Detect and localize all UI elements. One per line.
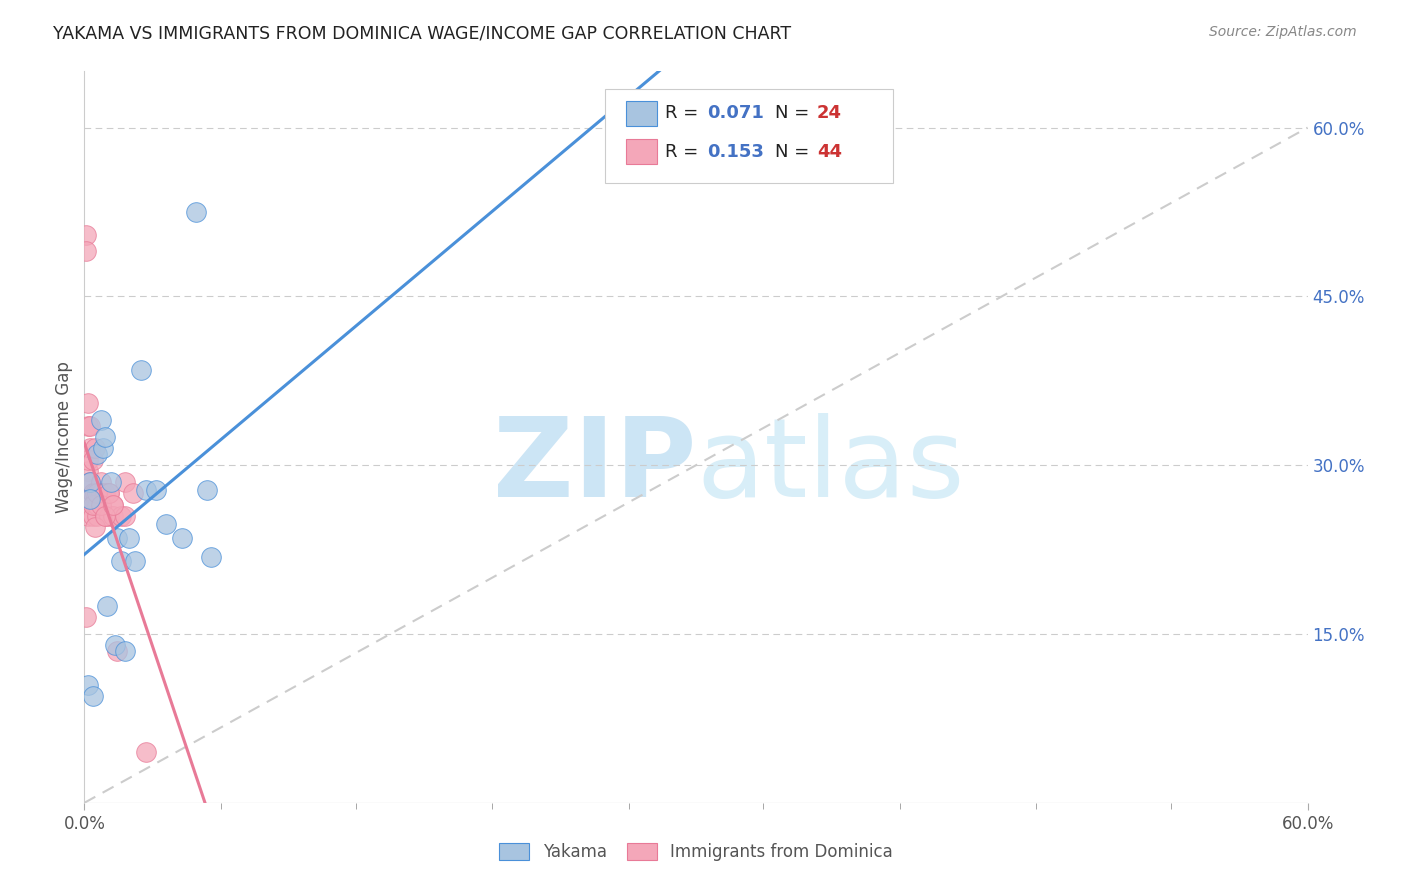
Point [104, 638, 127, 652]
Point [77, 464, 100, 478]
Point [75, 491, 97, 506]
Point [77, 452, 100, 467]
Point [91, 442, 114, 456]
Text: R =: R = [665, 104, 704, 122]
Point [100, 475, 122, 489]
Text: Source: ZipAtlas.com: Source: ZipAtlas.com [1209, 25, 1357, 39]
Point [114, 508, 136, 523]
Text: 24: 24 [817, 104, 842, 122]
Point [82, 498, 104, 512]
Point [86, 508, 108, 523]
Point [77, 418, 100, 433]
Point [124, 554, 146, 568]
Text: N =: N = [775, 143, 814, 161]
Point [110, 508, 132, 523]
Point [82, 486, 104, 500]
Point [83, 498, 105, 512]
Point [86, 447, 108, 461]
Point [90, 498, 112, 512]
Point [90, 413, 112, 427]
Point [105, 644, 128, 658]
Point [77, 396, 100, 410]
Point [79, 418, 101, 433]
Point [82, 486, 104, 500]
Point [131, 362, 153, 376]
Text: ZIP: ZIP [492, 413, 696, 520]
Text: R =: R = [665, 143, 704, 161]
Text: 44: 44 [817, 143, 842, 161]
Point [97, 508, 120, 523]
Point [86, 498, 108, 512]
Point [155, 516, 177, 531]
Point [195, 483, 218, 497]
Point [135, 483, 157, 497]
Point [75, 244, 97, 259]
Point [75, 227, 97, 242]
Point [82, 452, 104, 467]
Point [82, 689, 104, 703]
Point [101, 498, 124, 512]
Point [93, 486, 115, 500]
Legend: Yakama, Immigrants from Dominica: Yakama, Immigrants from Dominica [492, 836, 900, 868]
Y-axis label: Wage/Income Gap: Wage/Income Gap [55, 361, 73, 513]
Text: N =: N = [775, 104, 814, 122]
Point [200, 550, 222, 565]
Point [87, 486, 110, 500]
Point [75, 481, 97, 495]
Point [145, 483, 167, 497]
Point [93, 508, 115, 523]
Point [93, 508, 115, 523]
Point [186, 205, 208, 219]
Text: 0.153: 0.153 [707, 143, 763, 161]
Point [135, 745, 157, 759]
Point [96, 599, 118, 613]
Point [172, 532, 194, 546]
Point [114, 475, 136, 489]
Point [77, 508, 100, 523]
Point [86, 486, 108, 500]
Point [82, 508, 104, 523]
Point [114, 644, 136, 658]
Point [93, 430, 115, 444]
Point [79, 475, 101, 489]
Point [90, 475, 112, 489]
Point [122, 486, 145, 500]
Point [101, 508, 124, 523]
Point [75, 610, 97, 624]
Point [101, 498, 124, 512]
Point [97, 486, 120, 500]
Point [105, 532, 128, 546]
Point [77, 678, 100, 692]
Text: atlas: atlas [696, 413, 965, 520]
Point [110, 554, 132, 568]
Point [97, 486, 120, 500]
Point [118, 532, 141, 546]
Point [83, 520, 105, 534]
Point [83, 442, 105, 456]
Point [90, 486, 112, 500]
Point [79, 475, 101, 489]
Point [79, 442, 101, 456]
Text: YAKAMA VS IMMIGRANTS FROM DOMINICA WAGE/INCOME GAP CORRELATION CHART: YAKAMA VS IMMIGRANTS FROM DOMINICA WAGE/… [53, 25, 792, 43]
Point [83, 486, 105, 500]
Text: 0.071: 0.071 [707, 104, 763, 122]
Point [79, 491, 101, 506]
